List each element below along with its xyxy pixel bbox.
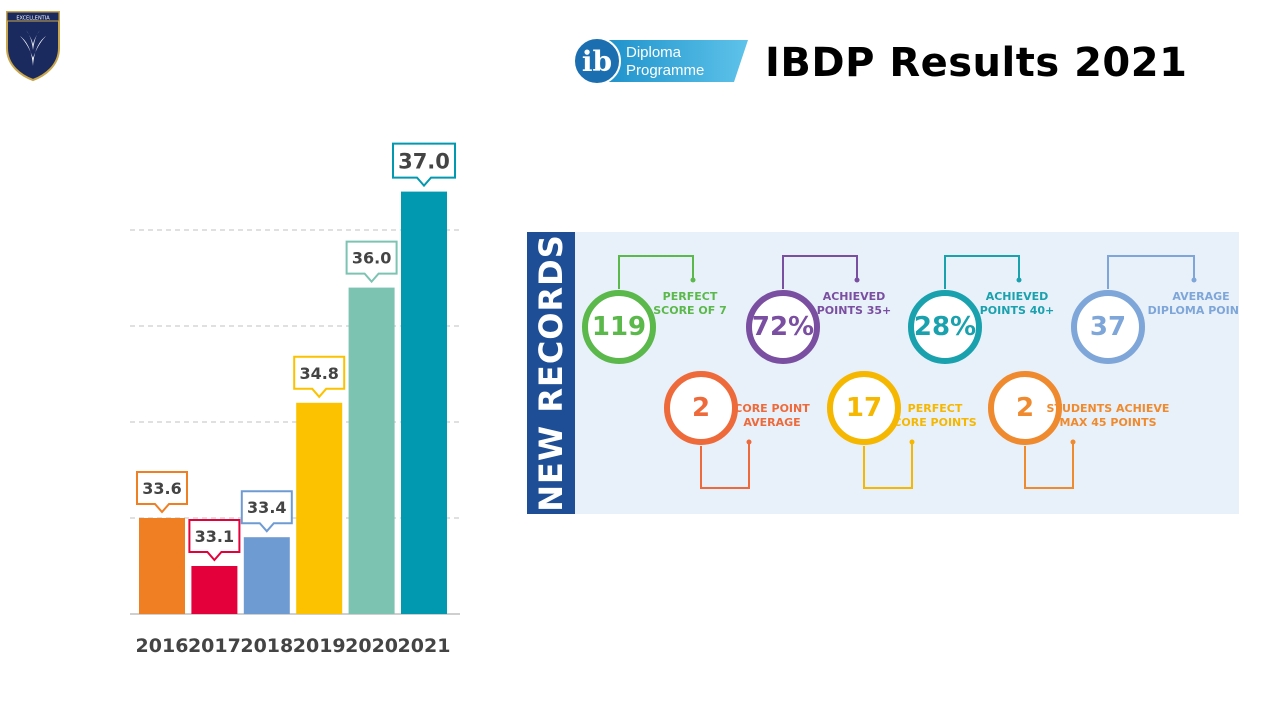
record-caption-line: ACHIEVED (823, 290, 886, 303)
record-value: 72% (752, 312, 814, 342)
ib-diploma-logo: ib Diploma Programme (573, 37, 748, 85)
bar-2018 (243, 537, 290, 614)
bar-2017 (191, 566, 238, 614)
record-caption-line: MAX 45 POINTS (1059, 416, 1156, 429)
record-caption-line: AVERAGE (743, 416, 800, 429)
x-tick-2019: 2019 (293, 635, 346, 657)
ib-logo-line2: Programme (626, 62, 704, 79)
record-caption-line: PERFECT (663, 290, 718, 303)
record-value: 37 (1090, 312, 1126, 342)
x-tick-2021: 2021 (398, 635, 451, 657)
data-label-2017: 33.1 (195, 527, 234, 546)
record-circle (582, 290, 656, 364)
bar-2021 (401, 191, 447, 614)
page-title: IBDP Results 2021 (765, 40, 1188, 86)
record-value: 17 (846, 393, 882, 423)
record-circle (988, 371, 1062, 445)
ib-logo-line1: Diploma (626, 44, 682, 61)
bar-2020 (348, 287, 395, 614)
record-value: 2 (1016, 393, 1034, 423)
record-caption-line: PERFECT (908, 402, 963, 415)
record-caption-line: POINTS 40+ (980, 304, 1055, 317)
x-tick-2018: 2018 (240, 635, 293, 657)
record-caption-line: POINTS 35+ (817, 304, 892, 317)
ib-logo-letters: ib (582, 45, 612, 78)
x-tick-2020: 2020 (345, 635, 398, 657)
data-label-2021: 37.0 (398, 150, 450, 174)
data-label-2020: 36.0 (352, 249, 391, 268)
record-caption-line: CORE POINTS (893, 416, 976, 429)
chart-data-labels: 33.6 33.1 33.4 34.8 36.0 37.0 (136, 142, 456, 562)
x-tick-2017: 2017 (188, 635, 241, 657)
record-caption-line: ACHIEVED (986, 290, 1049, 303)
data-label-2019: 34.8 (299, 364, 338, 383)
record-value: 2 (692, 393, 710, 423)
record-value: 119 (592, 312, 646, 342)
school-crest-logo: EXCELLENTIA (6, 11, 60, 82)
record-circle (1071, 290, 1145, 364)
record-circle (746, 290, 820, 364)
record-caption-line: AVERAGE (1172, 290, 1229, 303)
record-caption-line: STUDENTS ACHIEVE (1047, 402, 1170, 415)
callout-2016 (136, 471, 188, 514)
chart-bars (139, 191, 447, 614)
record-caption-line: DIPLOMA POINTS (1148, 304, 1239, 317)
callout-2021 (392, 142, 456, 188)
callout-2017 (188, 519, 241, 562)
record-circle (664, 371, 738, 445)
record-value: 28% (914, 312, 976, 342)
bar-2016 (139, 518, 185, 614)
callout-2018 (240, 490, 293, 533)
record-circle (908, 290, 982, 364)
record-caption-line: CORE POINT (734, 402, 810, 415)
record-circle (827, 371, 901, 445)
results-bar-chart: 33.6 33.1 33.4 34.8 36.0 37.0 2016 2017 2018 201… (130, 142, 460, 657)
data-label-2016: 33.6 (142, 479, 181, 498)
new-records-sidebar: NEW RECORDS (527, 232, 575, 514)
chart-x-tick-labels: 2016 2017 2018 2019 2020 2021 (136, 635, 451, 657)
callout-2020 (345, 240, 398, 284)
x-tick-2016: 2016 (136, 635, 189, 657)
bar-2019 (296, 402, 343, 614)
data-label-2018: 33.4 (247, 498, 286, 517)
crest-text: EXCELLENTIA (16, 16, 50, 22)
record-caption-line: SCORE OF 7 (653, 304, 727, 317)
callout-2019 (293, 355, 346, 399)
new-records-panel: NEW RECORDS 119 PERFECT SCORE OF 7 72% ACHIE… (527, 232, 1239, 514)
